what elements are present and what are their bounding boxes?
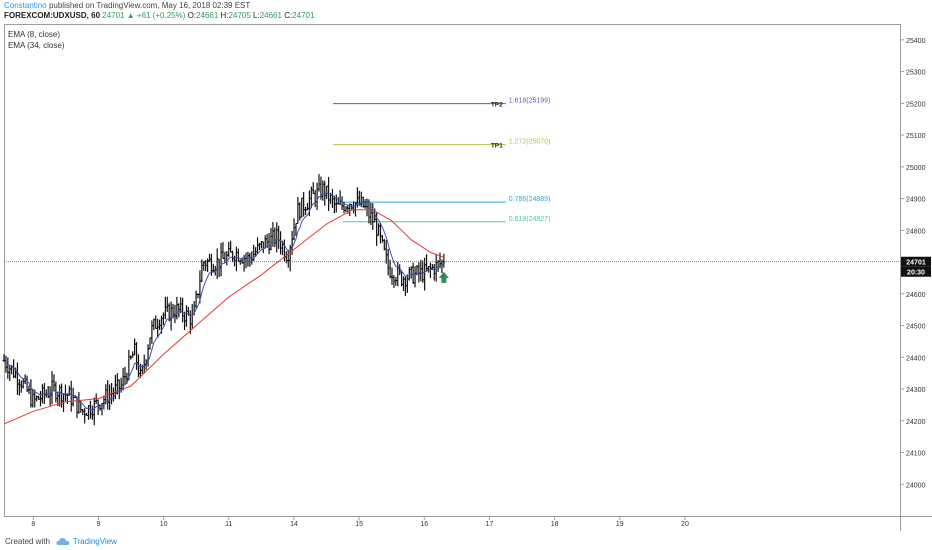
- symbol-label[interactable]: FOREXCOM:UDXUSD, 60: [4, 11, 101, 20]
- low-value: 24661: [259, 11, 282, 20]
- low-label: L:: [253, 11, 260, 20]
- x-tick-label: 17: [486, 521, 494, 528]
- high-label: H:: [220, 11, 229, 20]
- y-tick-label: 25200: [906, 101, 926, 108]
- high-value: 24705: [228, 11, 251, 20]
- current-price-labels: 24701 20:30: [901, 256, 931, 277]
- close-value: 24701: [292, 11, 315, 20]
- y-tick-label: 25300: [906, 70, 926, 77]
- time-axis[interactable]: 8 9 10 11 14 15 16 17 18 19 20: [31, 516, 689, 528]
- level-value-label: 1.272(25070): [509, 139, 551, 146]
- x-tick-label: 20: [681, 521, 689, 528]
- y-tick-label: 24500: [906, 324, 926, 331]
- y-tick-label: 25100: [906, 133, 926, 140]
- x-tick-label: 18: [551, 521, 559, 528]
- plot-frame: [4, 24, 901, 517]
- y-tick-label: 24000: [906, 482, 926, 489]
- x-tick-label: 15: [355, 521, 363, 528]
- publish-line: Constantino published on TradingView.com…: [4, 1, 932, 11]
- x-tick-label: 8: [31, 521, 35, 528]
- close-label: C:: [284, 11, 293, 20]
- y-tick-label: 24100: [906, 451, 926, 458]
- x-tick-label: 14: [290, 521, 298, 528]
- x-tick-label: 9: [97, 521, 101, 528]
- open-value: 24661: [196, 11, 219, 20]
- chart-header: Constantino published on TradingView.com…: [4, 1, 932, 23]
- created-with-label: Created with: [5, 536, 50, 546]
- y-tick-label: 24200: [906, 419, 926, 426]
- level-value-label: 0.618(24827): [509, 216, 551, 223]
- ema-34-line: [3, 209, 445, 425]
- x-tick-label: 10: [160, 521, 168, 528]
- level-value-label: 1.618(25199): [509, 98, 551, 105]
- x-tick-label: 11: [225, 521, 232, 528]
- y-tick-label: 24900: [906, 197, 926, 204]
- up-arrow-icon: ▲: [126, 11, 135, 20]
- countdown-box: [901, 266, 931, 277]
- open-label: O:: [187, 11, 197, 20]
- up-arrow-marker-icon[interactable]: [438, 271, 449, 283]
- tradingview-brand: TradingView: [72, 536, 117, 546]
- y-tick-label: 24800: [906, 228, 926, 235]
- fibonacci-levels[interactable]: TP2 1.618(25199) TP1 1.272(25070) 0.786(2488…: [333, 98, 550, 223]
- price-bars: [2, 174, 446, 426]
- level-tag: TP1: [491, 143, 503, 150]
- current-price-label: 24701: [906, 260, 926, 267]
- x-tick-label: 19: [616, 521, 624, 528]
- legend-ema-8[interactable]: EMA (8, close): [8, 30, 60, 39]
- footer: Created with TradingView: [0, 532, 932, 550]
- ohlc-line: FOREXCOM:UDXUSD, 60 24701 ▲ +61 (+0.25%)…: [4, 11, 932, 21]
- tradingview-logo[interactable]: TradingView: [56, 537, 117, 546]
- ema-8-line: [3, 191, 445, 412]
- author-link[interactable]: Constantino: [4, 1, 47, 10]
- y-tick-label: 25400: [906, 38, 926, 45]
- legend-ema-34[interactable]: EMA (34, close): [8, 41, 65, 50]
- last-price: 24701: [102, 11, 125, 20]
- publish-info: published on TradingView.com, May 16, 20…: [48, 1, 251, 10]
- price-axis[interactable]: 2400024100242002430024400245002460024700…: [900, 38, 926, 489]
- cloud-icon: [56, 537, 70, 545]
- y-tick-label: 24600: [906, 292, 926, 299]
- current-price-box: [901, 256, 931, 267]
- level-value-label: 0.786(24889): [509, 196, 551, 203]
- y-tick-label: 24400: [906, 355, 926, 362]
- level-tag: TP2: [491, 102, 503, 109]
- y-tick-label: 24300: [906, 387, 926, 394]
- price-change: +61 (+0.25%): [136, 11, 186, 20]
- countdown-label: 20:30: [907, 270, 925, 277]
- y-tick-label: 25000: [906, 165, 926, 172]
- x-tick-label: 16: [420, 521, 428, 528]
